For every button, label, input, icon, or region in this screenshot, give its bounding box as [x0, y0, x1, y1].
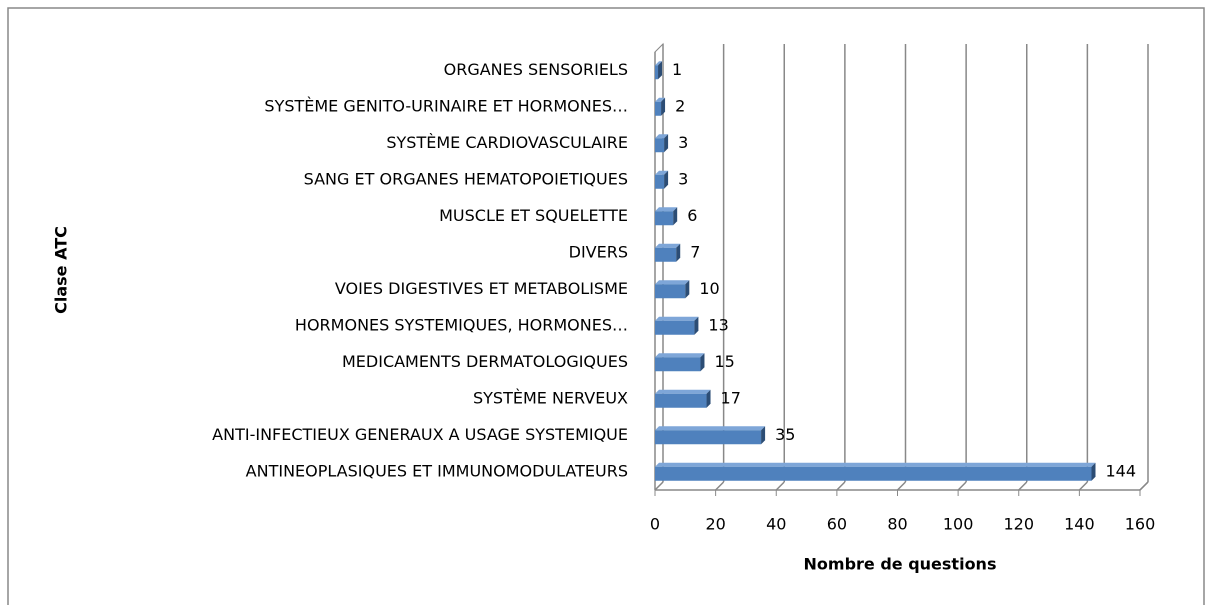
grid-line	[896, 481, 907, 491]
x-tick-label: 100	[943, 515, 974, 534]
bar-top	[655, 353, 705, 358]
bar-side	[685, 280, 690, 299]
value-label: 3	[678, 133, 688, 152]
bar	[655, 211, 674, 226]
bar-top	[655, 61, 663, 66]
x-tick-label: 120	[1003, 515, 1034, 534]
value-label: 6	[687, 206, 697, 225]
bar	[655, 357, 701, 372]
bar	[655, 65, 659, 80]
x-tick-label: 80	[887, 515, 907, 534]
bar-top	[655, 426, 766, 431]
x-tick-label: 60	[827, 515, 847, 534]
bar-side	[661, 97, 666, 116]
y-tick-label: ANTINEOPLASIQUES ET IMMUNOMODULATEURS	[246, 461, 628, 480]
bar-top	[655, 207, 678, 212]
bar-side	[1091, 462, 1096, 481]
value-label: 7	[690, 242, 700, 261]
grid-line	[715, 481, 725, 491]
y-tick-label: MEDICAMENTS DERMATOLOGIQUES	[342, 352, 628, 371]
x-tick-label: 20	[705, 515, 725, 534]
x-tick-label: 160	[1125, 515, 1156, 534]
grid-line	[836, 481, 846, 491]
y-tick-label: ORGANES SENSORIELS	[444, 60, 628, 79]
bar	[655, 393, 707, 408]
bar-side	[676, 243, 681, 262]
x-tick-label: 40	[766, 515, 786, 534]
y-tick-label: HORMONES SYSTEMIQUES, HORMONES…	[295, 315, 628, 334]
value-label: 144	[1106, 461, 1137, 480]
bar-top	[655, 389, 711, 394]
y-tick-label: SYSTÈME GENITO-URINAIRE ET HORMONES…	[264, 96, 628, 115]
bar-side	[761, 426, 766, 445]
bar	[655, 430, 762, 445]
y-tick-label: DIVERS	[569, 242, 628, 261]
value-label: 1	[672, 60, 682, 79]
bar	[655, 247, 677, 262]
y-tick-label: VOIES DIGESTIVES ET METABOLISME	[335, 279, 628, 298]
bar-side	[658, 61, 663, 80]
bar	[655, 320, 695, 335]
bar-top	[655, 316, 699, 321]
grid-line	[775, 481, 785, 491]
bar-top	[655, 243, 681, 248]
bar	[655, 174, 665, 189]
grid-line	[957, 481, 967, 491]
floor-edge	[1139, 481, 1149, 491]
value-label: 10	[699, 279, 719, 298]
bar-side	[664, 134, 669, 153]
x-tick-label: 0	[650, 515, 660, 534]
grid-line	[1018, 481, 1028, 491]
y-axis-title: Clase ATC	[52, 226, 71, 314]
y-tick-label: SYSTÈME CARDIOVASCULAIRE	[386, 133, 628, 152]
bar-side	[694, 316, 699, 335]
bar-side	[706, 389, 711, 408]
value-label: 3	[678, 169, 688, 188]
x-tick-label: 140	[1064, 515, 1095, 534]
y-tick-label: SANG ET ORGANES HEMATOPOIETIQUES	[304, 169, 628, 188]
grid-line	[654, 481, 664, 491]
bar	[655, 138, 665, 153]
y-tick-label: ANTI-INFECTIEUX GENERAUX A USAGE SYSTEMI…	[212, 425, 628, 444]
value-label: 17	[721, 388, 741, 407]
bar-top	[655, 462, 1096, 467]
value-label: 13	[708, 315, 728, 334]
grid-line	[1078, 481, 1088, 491]
value-label: 15	[714, 352, 734, 371]
bar-side	[700, 353, 705, 372]
bar-side	[673, 207, 678, 226]
x-axis-title: Nombre de questions	[804, 555, 997, 574]
bar-top	[655, 280, 690, 285]
y-tick-label: MUSCLE ET SQUELETTE	[439, 206, 628, 225]
bar-side	[664, 170, 669, 189]
value-label: 35	[775, 425, 795, 444]
y-tick-label: SYSTÈME NERVEUX	[473, 388, 628, 407]
bar-top	[655, 134, 669, 139]
bar	[655, 284, 686, 299]
value-label: 2	[675, 96, 685, 115]
bar	[655, 466, 1092, 481]
bar-top	[655, 97, 666, 102]
bar	[655, 101, 662, 116]
bar-top	[655, 170, 669, 175]
